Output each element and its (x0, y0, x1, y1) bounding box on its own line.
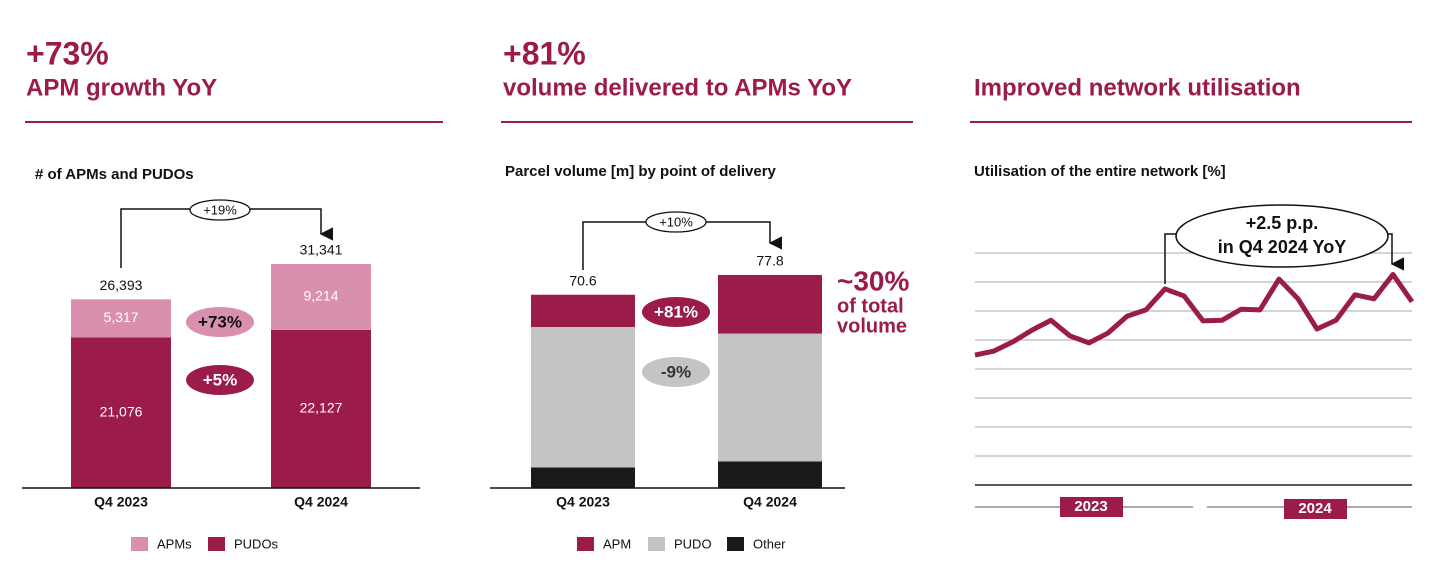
legend-label: APM (603, 536, 631, 551)
callout: of total (837, 295, 904, 317)
legend-swatch (577, 537, 594, 551)
badge (186, 307, 254, 337)
kicker: +73% (26, 35, 109, 71)
total-label: 31,341 (300, 242, 343, 258)
x-tick-label: Q4 2023 (94, 494, 148, 510)
bar-segment (71, 299, 171, 338)
total-label: 26,393 (100, 277, 143, 293)
year-label: 2023 (1074, 498, 1107, 515)
year-label: 2024 (1298, 500, 1332, 517)
callout: ~30% (837, 265, 909, 296)
legend-label: Other (753, 536, 786, 551)
bar-segment (531, 467, 635, 488)
headline: APM growth YoY (26, 74, 217, 101)
headline: volume delivered to APMs YoY (503, 74, 852, 101)
bar-segment (271, 264, 371, 330)
bar-segment (718, 275, 822, 334)
chart-title: # of APMs and PUDOs (35, 166, 194, 183)
bar-segment (718, 333, 822, 462)
annotation: -9% (661, 362, 691, 381)
bar-segment (71, 337, 171, 488)
x-tick-label: Q4 2023 (556, 494, 610, 510)
annotation: in Q4 2024 YoY (1218, 237, 1346, 257)
line-series (974, 271, 1415, 358)
callout: volume (837, 315, 907, 337)
legend-swatch (131, 537, 148, 551)
bar-segment (531, 327, 635, 468)
badge (645, 211, 707, 233)
legend-label: APMs (157, 536, 192, 551)
annotation: +10% (659, 214, 693, 229)
annotation: +19% (203, 202, 237, 217)
bar-segment (718, 461, 822, 488)
total-label: 77.8 (756, 253, 783, 269)
annotation: +81% (654, 302, 698, 321)
value-label: 21,076 (100, 403, 143, 419)
chart-title: Utilisation of the entire network [%] (974, 163, 1226, 180)
year-badge (1060, 497, 1123, 517)
kicker: +81% (503, 35, 586, 71)
legend-swatch (727, 537, 744, 551)
annotation: +2.5 p.p. (1246, 213, 1319, 233)
value-label: 9,214 (303, 288, 338, 304)
badge (642, 357, 710, 387)
x-tick-label: Q4 2024 (294, 494, 348, 510)
badge (642, 297, 710, 327)
year-badge (1284, 499, 1347, 519)
plot (974, 271, 1415, 358)
value-label: 22,127 (300, 400, 343, 416)
grid (975, 252, 1412, 486)
chart-title: Parcel volume [m] by point of delivery (505, 163, 777, 180)
legend-label: PUDOs (234, 536, 279, 551)
headline: Improved network utilisation (974, 74, 1301, 101)
value-label: 5,317 (103, 309, 138, 325)
x-tick-label: Q4 2024 (743, 494, 797, 510)
badge (186, 365, 254, 395)
bar-segment (271, 329, 371, 488)
bar-segment (531, 294, 635, 328)
badge (189, 199, 251, 221)
legend-swatch (208, 537, 225, 551)
annotation: +73% (198, 312, 242, 331)
legend-label: PUDO (674, 536, 712, 551)
total-label: 70.6 (569, 272, 596, 288)
legend-swatch (648, 537, 665, 551)
annotation: +5% (203, 370, 238, 389)
badge (1175, 204, 1389, 268)
